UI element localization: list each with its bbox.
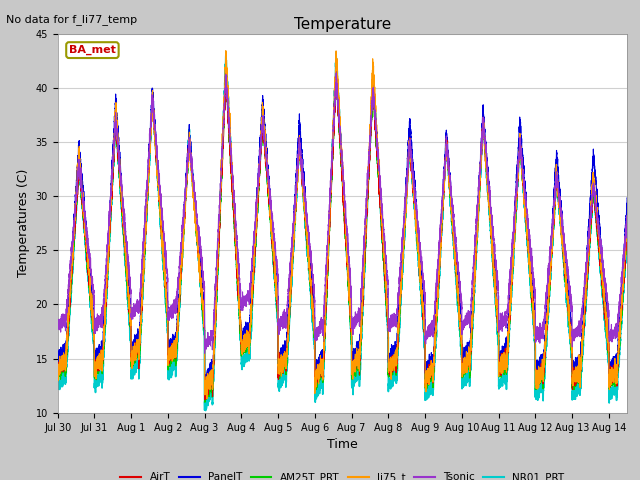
Legend: AirT, PanelT, AM25T_PRT, li75_t, Tsonic, NR01_PRT: AirT, PanelT, AM25T_PRT, li75_t, Tsonic,… [116, 468, 568, 480]
Y-axis label: Temperatures (C): Temperatures (C) [17, 169, 30, 277]
Title: Temperature: Temperature [294, 17, 391, 33]
X-axis label: Time: Time [327, 438, 358, 451]
Text: BA_met: BA_met [69, 45, 116, 55]
Text: No data for f_li77_temp: No data for f_li77_temp [6, 14, 138, 25]
